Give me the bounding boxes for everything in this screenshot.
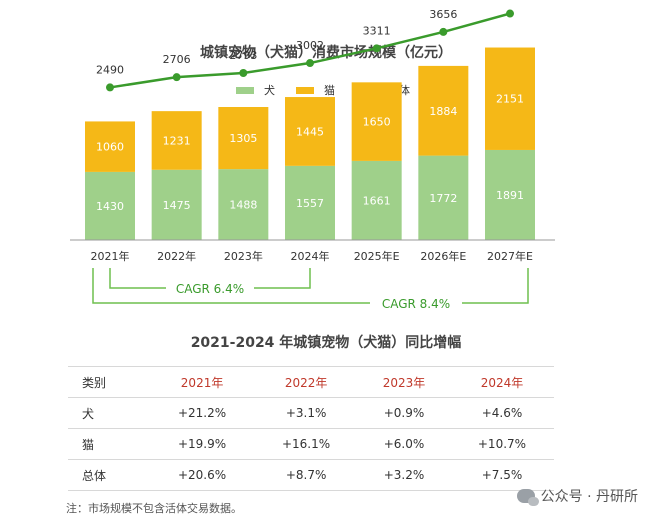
table-header-row: 类别 2021年 2022年 2023年 2024年	[68, 366, 554, 398]
bar-cat	[485, 47, 535, 150]
table-cell: +4.6%	[449, 397, 554, 429]
growth-table: 类别 2021年 2022年 2023年 2024年 犬 +21.2% +3.1…	[68, 366, 554, 491]
bar-label-cat: 1884	[429, 105, 457, 118]
x-tick-label: 2024年	[291, 249, 330, 263]
x-tick-label: 2025年E	[354, 249, 400, 263]
line-point-total	[306, 59, 314, 68]
bar-dog	[218, 169, 269, 240]
cagr-label-bg-short	[166, 279, 254, 297]
line-point-total	[239, 69, 248, 77]
bar-dog	[418, 155, 469, 240]
cagr-label-short: CAGR 6.4%	[176, 282, 244, 296]
x-tick-label: 2026年E	[420, 249, 466, 263]
footnote: 注：市场规模不包含活体交易数据。	[66, 502, 242, 515]
header-2021: 2021年	[150, 366, 255, 398]
line-point-total	[106, 83, 114, 92]
bar-label-dog: 1488	[229, 199, 257, 212]
bar-label-dog: 1430	[96, 200, 124, 213]
table-cell: +10.7%	[449, 428, 554, 460]
table-cell: +21.2%	[150, 397, 255, 429]
line-label-total: 3311	[363, 24, 391, 37]
x-tick-label: 2027年E	[487, 249, 533, 263]
x-tick-label: 2023年	[224, 249, 263, 263]
header-2022: 2022年	[254, 366, 359, 398]
line-label-total: 2793	[229, 49, 257, 62]
table-cell: 总体	[68, 459, 151, 491]
bar-dog	[285, 165, 335, 240]
line-point-total	[439, 27, 448, 36]
table-cell: 猫	[68, 428, 151, 460]
table-cell: +7.5%	[449, 459, 554, 491]
bar-label-dog: 1772	[429, 192, 457, 205]
bar-label-cat: 1650	[363, 116, 391, 129]
bar-dog	[85, 171, 135, 240]
table-cell: +16.1%	[254, 428, 359, 460]
bar-label-dog: 1557	[296, 197, 324, 210]
bar-label-cat: 2151	[496, 93, 524, 106]
table-cell: +6.0%	[358, 428, 450, 460]
x-tick-label: 2022年	[157, 249, 196, 263]
line-label-total: 3002	[296, 39, 324, 52]
bar-dog	[485, 149, 535, 240]
line-point-total	[372, 44, 381, 53]
wechat-icon	[516, 489, 539, 506]
watermark-text: 公众号 · 丹研所	[540, 489, 638, 505]
stacked-bar-chart: 犬猫总体143010602021年147512312022年1488130520…	[70, 0, 555, 312]
x-tick-label: 2021年	[91, 249, 130, 263]
bar-cat	[218, 107, 269, 170]
line-label-total: 3656	[429, 8, 457, 21]
cagr-label-long: CAGR 8.4%	[382, 297, 450, 311]
bar-label-dog: 1891	[496, 189, 524, 202]
bar-label-cat: 1060	[96, 141, 124, 154]
legend-swatch-cat	[296, 87, 314, 94]
bar-dog	[151, 169, 202, 240]
header-2024: 2024年	[449, 366, 554, 398]
bar-label-dog: 1661	[363, 194, 391, 207]
bar-cat	[418, 65, 469, 156]
legend-label-dog: 犬	[264, 83, 275, 97]
header-2023: 2023年	[358, 366, 450, 398]
cagr-label-bg-long	[370, 294, 462, 312]
bar-dog	[351, 160, 402, 240]
table-cell: +19.9%	[150, 428, 255, 460]
legend-swatch-dog	[236, 87, 254, 94]
bar-cat	[285, 97, 335, 166]
bar-label-cat: 1231	[163, 134, 191, 147]
table-cell: +20.6%	[150, 459, 255, 491]
bar-cat	[351, 82, 402, 161]
bar-label-dog: 1475	[163, 199, 191, 212]
table-row-dog: 犬 +21.2% +3.1% +0.9% +4.6%	[68, 397, 554, 429]
table-title: 2021-2024 年城镇宠物（犬猫）同比增幅	[190, 335, 462, 351]
header-category: 类别	[68, 366, 151, 398]
table-cell: +3.2%	[358, 459, 450, 491]
table-row-total: 总体 +20.6% +8.7% +3.2% +7.5%	[68, 459, 554, 491]
line-label-total: 4042	[496, 0, 524, 3]
table-cell: 犬	[68, 397, 151, 429]
bar-cat	[151, 111, 202, 170]
line-point-total	[172, 73, 181, 82]
line-label-total: 2706	[163, 53, 191, 66]
bar-cat	[85, 121, 135, 172]
table-row-cat: 猫 +19.9% +16.1% +6.0% +10.7%	[68, 428, 554, 460]
bar-label-cat: 1445	[296, 125, 324, 138]
table-cell: +3.1%	[254, 397, 359, 429]
chart-title: 城镇宠物（犬猫）消费市场规模（亿元）	[200, 45, 452, 61]
table-cell: +8.7%	[254, 459, 359, 491]
cagr-bracket-long	[92, 268, 529, 304]
legend-label-cat: 猫	[324, 84, 335, 97]
table-cell: +0.9%	[358, 397, 450, 429]
bar-label-cat: 1305	[229, 132, 257, 145]
watermark: 公众号 · 丹研所	[516, 486, 638, 506]
line-point-total	[506, 9, 514, 18]
line-label-total: 2490	[96, 63, 124, 76]
